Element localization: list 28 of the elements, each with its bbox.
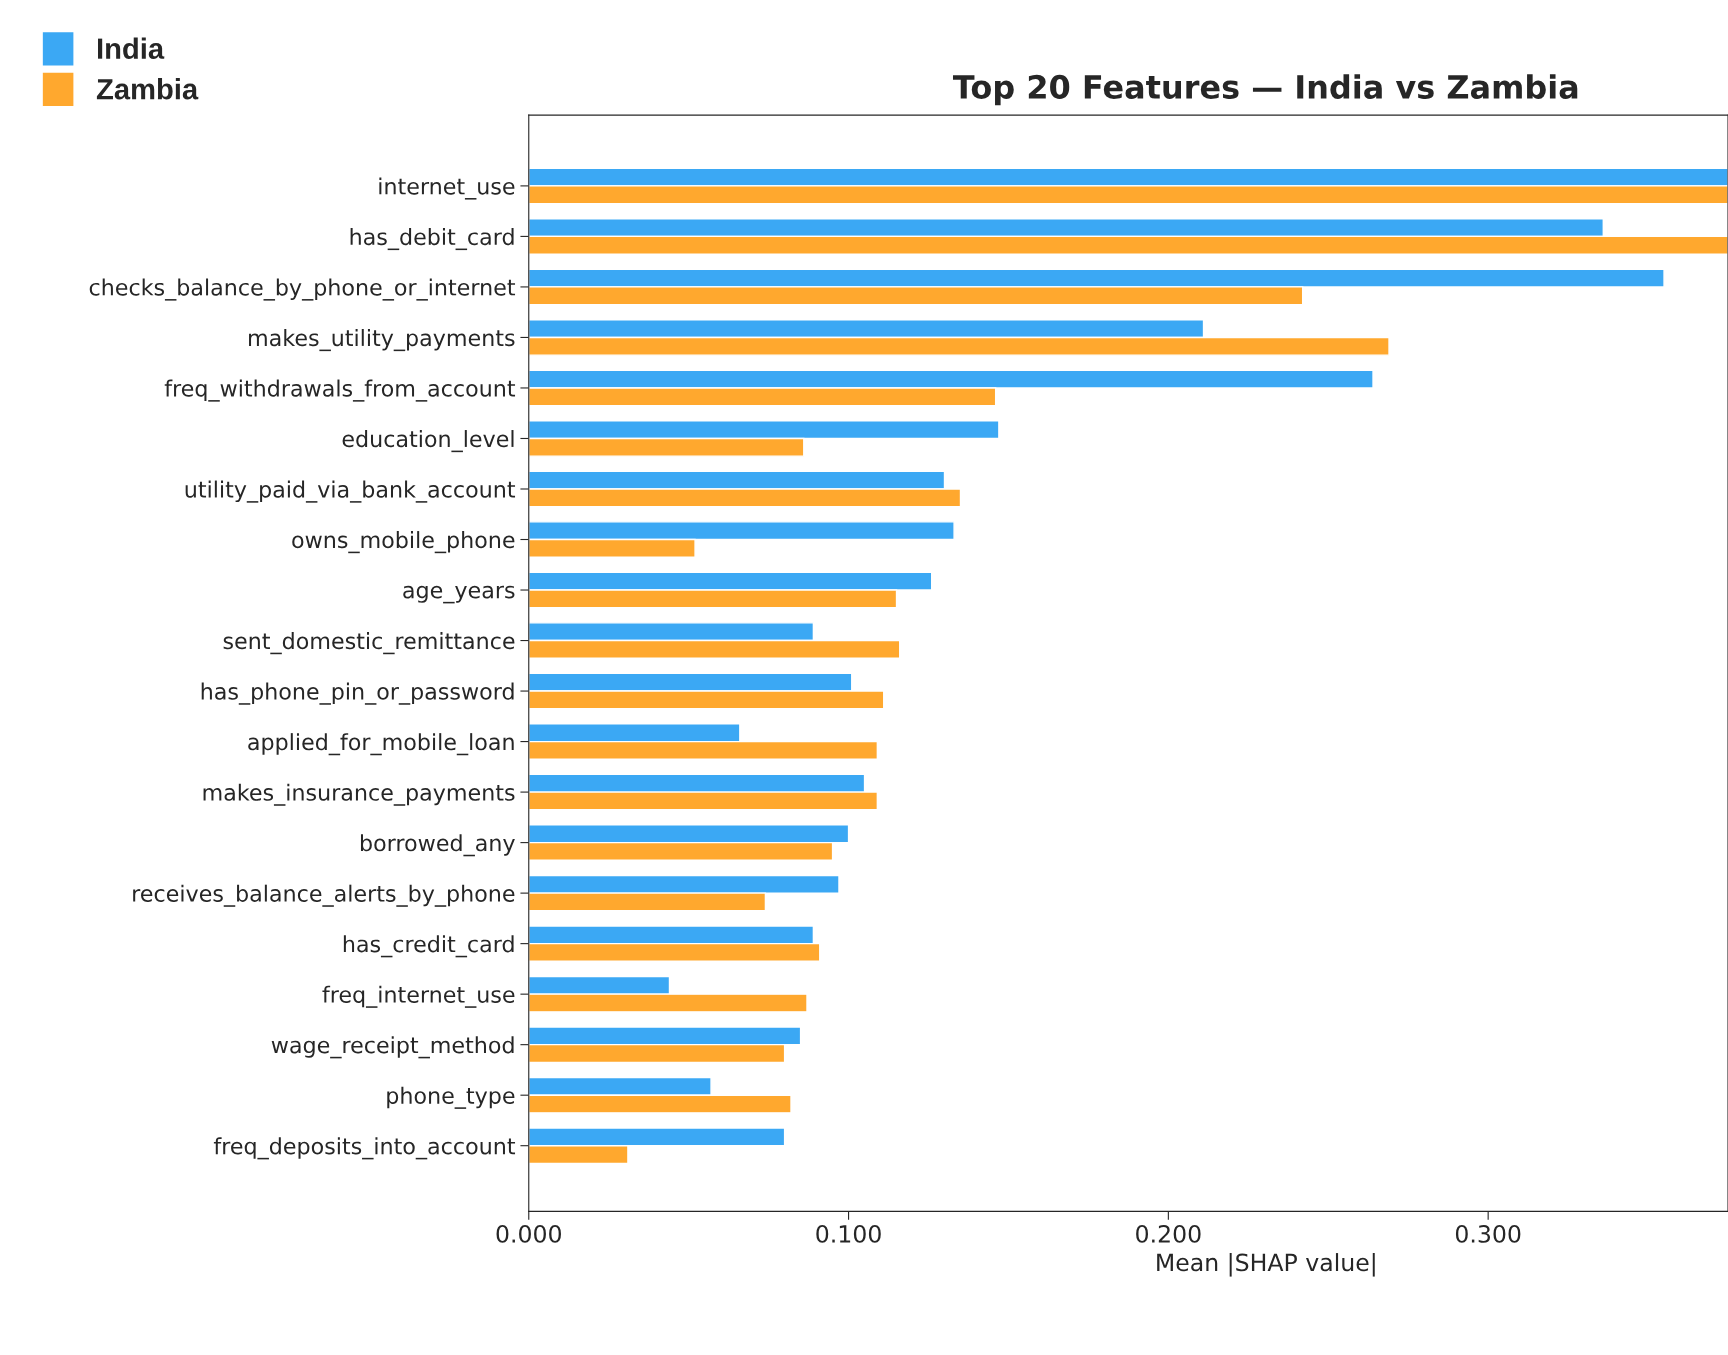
- y-tick-label: borrowed_any: [360, 834, 515, 857]
- x-tick-label: 0.200: [1136, 1224, 1201, 1243]
- x-axis-title: Mean |SHAP value|: [1157, 1252, 1375, 1277]
- legend-label: Zambia: [96, 78, 199, 100]
- y-tick-label: owns_mobile_phone: [292, 531, 515, 554]
- x-tick-label: 0.300: [1455, 1224, 1521, 1243]
- x-tick-label: 0.100: [816, 1224, 881, 1243]
- y-tick-label: utility_paid_via_bank_account: [185, 480, 516, 503]
- y-tick-label: makes_insurance_payments: [203, 783, 515, 806]
- y-tick-label: makes_utility_payments: [249, 329, 515, 352]
- y-tick-label: freq_internet_use: [322, 985, 515, 1008]
- y-tick-label: applied_for_mobile_loan: [248, 733, 514, 756]
- y-tick-label: receives_balance_alerts_by_phone: [133, 884, 515, 907]
- y-tick-label: freq_deposits_into_account: [213, 1137, 516, 1160]
- y-tick-label: sent_domestic_remittance: [223, 632, 515, 655]
- legend-label: India: [97, 37, 165, 59]
- y-tick-label: checks_balance_by_phone_or_internet: [89, 278, 516, 301]
- chart-title: Top 20 Features — India vs Zambia: [952, 74, 1578, 106]
- y-tick-label: phone_type: [387, 1086, 515, 1109]
- y-tick-label: has_credit_card: [343, 935, 514, 958]
- y-tick-label: education_level: [342, 430, 514, 453]
- y-tick-label: has_phone_pin_or_password: [201, 682, 514, 705]
- y-tick-label: internet_use: [379, 177, 515, 200]
- y-tick-label: wage_receipt_method: [271, 1036, 514, 1059]
- y-tick-label: age_years: [403, 585, 515, 604]
- y-tick-label: freq_withdrawals_from_account: [164, 379, 516, 402]
- x-tick-label: 0.000: [496, 1224, 561, 1243]
- y-tick-label: has_debit_card: [350, 227, 514, 251]
